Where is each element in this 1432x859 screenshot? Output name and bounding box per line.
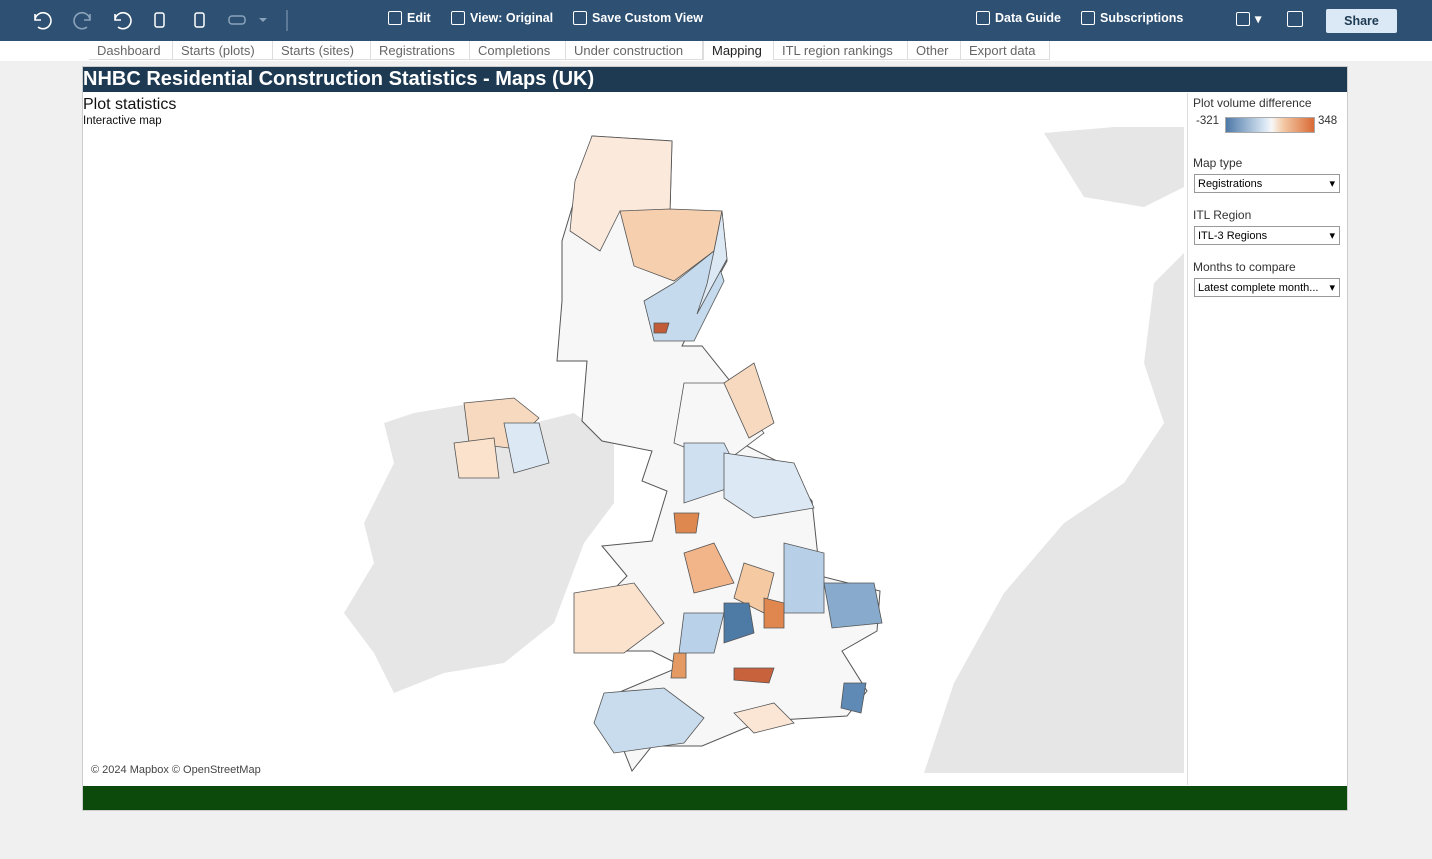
subscriptions-button[interactable]: Subscriptions <box>1081 11 1183 25</box>
icon <box>1236 11 1250 26</box>
icon <box>388 11 402 25</box>
tab[interactable]: Completions <box>470 41 566 60</box>
filter-label: Map type <box>1193 156 1243 170</box>
caption: Interactive map <box>83 115 162 127</box>
tab[interactable]: Registrations <box>371 41 470 60</box>
label: View: Original <box>470 11 554 25</box>
save-view-button[interactable]: Save Custom View <box>573 11 703 25</box>
legend-max: 348 <box>1318 115 1338 127</box>
filter-dropdown[interactable]: Registrations <box>1194 174 1340 193</box>
tab[interactable]: ITL region rankings <box>774 41 908 60</box>
tab[interactable]: Under construction <box>566 41 703 60</box>
attribution: © 2024 Mapbox © OpenStreetMap <box>91 764 261 776</box>
label: Data Guide <box>995 11 1061 25</box>
dashboard-title: NHBC Residential Construction Statistics… <box>83 67 1347 92</box>
icon <box>451 11 465 25</box>
tab[interactable]: Export data <box>961 41 1050 60</box>
view-button[interactable]: View: Original <box>451 11 553 25</box>
tab-bar: Dashboard Starts (plots) Starts (sites) Reg… <box>0 41 1432 61</box>
subtitle: Plot statistics <box>83 96 177 113</box>
map[interactable]: © 2024 Mapbox © OpenStreetMap <box>84 93 1184 783</box>
label: Subscriptions <box>1100 11 1184 25</box>
icon <box>1081 11 1095 25</box>
tab[interactable]: Starts (plots) <box>173 41 273 60</box>
filter-dropdown[interactable]: Latest complete month... <box>1194 278 1340 297</box>
tab[interactable]: Mapping <box>703 41 774 60</box>
filter-label: ITL Region <box>1193 208 1252 222</box>
fullscreen-button[interactable] <box>1287 11 1303 27</box>
edit-button[interactable]: Edit <box>388 11 431 25</box>
icon <box>573 11 587 25</box>
filter-value: Registrations <box>1198 178 1263 190</box>
legend-min: -321 <box>1196 115 1220 127</box>
share-button[interactable]: Share <box>1326 9 1397 33</box>
toolbar-icons[interactable] <box>25 0 315 41</box>
filter-value: ITL-3 Regions <box>1198 230 1268 242</box>
side-panel: Plot volume difference -321 348 Map type… <box>1187 93 1348 785</box>
legend-scale <box>1225 117 1315 133</box>
dashboard: NHBC Residential Construction Statistics… <box>82 66 1348 811</box>
filter-dropdown[interactable]: ITL-3 Regions <box>1194 226 1340 245</box>
data-guide-button[interactable]: Data Guide <box>976 11 1061 25</box>
label: Edit <box>407 11 431 25</box>
footer-bar <box>83 786 1347 810</box>
toolbar: Edit View: Original Save Custom View Dat… <box>0 0 1432 41</box>
icon <box>1287 11 1303 27</box>
label: Share <box>1344 14 1379 28</box>
tab[interactable]: Dashboard <box>89 41 173 60</box>
label: Save Custom View <box>592 11 703 25</box>
tab[interactable]: Other <box>908 41 961 60</box>
icon <box>976 11 990 25</box>
filter-label: Months to compare <box>1193 260 1296 274</box>
filter-value: Latest complete month... <box>1198 282 1319 294</box>
tab[interactable]: Starts (sites) <box>273 41 371 60</box>
legend-title: Plot volume difference <box>1193 96 1312 110</box>
download-button[interactable]: ▾ <box>1236 11 1261 26</box>
